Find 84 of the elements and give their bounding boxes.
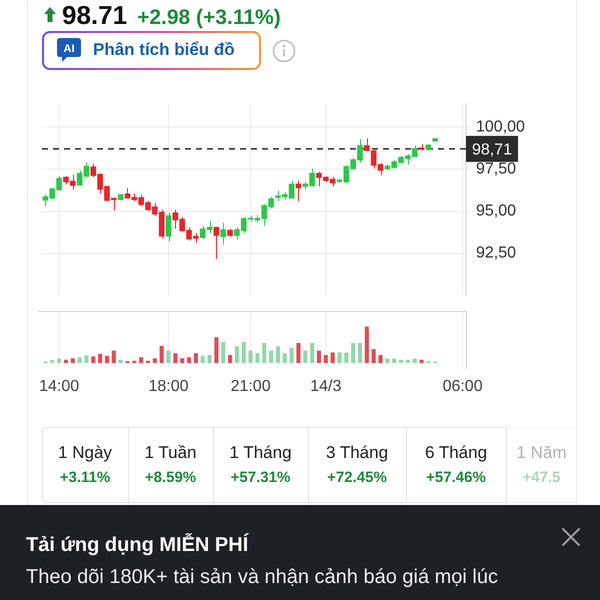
bar — [242, 342, 246, 363]
chart-subtitle: +2.98 (+3.11%) — [137, 6, 281, 30]
data-label: +57.46% — [426, 468, 486, 488]
bar — [173, 353, 178, 363]
bar — [104, 356, 110, 363]
bar — [152, 358, 157, 363]
bar — [282, 353, 287, 363]
bar — [372, 349, 376, 363]
y-tick-label: 92,50 — [476, 244, 516, 262]
bar — [364, 326, 369, 363]
x-tick-label: 21:00 — [230, 378, 271, 396]
data-label: +47.5 — [522, 468, 560, 488]
bar — [228, 355, 232, 363]
bar — [194, 353, 198, 363]
text: Theo dõi 180K+ tài sản và nhận cảnh báo giá mọi lúc — [26, 566, 498, 589]
bar — [255, 353, 260, 363]
x-tick-label: 14:00 — [39, 378, 80, 396]
candlestick — [296, 180, 302, 202]
chart-title: 98.71 — [62, 0, 128, 30]
bar — [64, 360, 68, 363]
bar — [78, 357, 82, 363]
bar — [398, 360, 404, 363]
bar — [385, 358, 390, 363]
data-label: +57.31% — [230, 468, 290, 488]
x-tick-label: 06:00 — [442, 378, 483, 396]
bar — [160, 346, 164, 363]
data-label: +3.11% — [60, 468, 110, 488]
bar — [406, 360, 410, 363]
bar — [303, 350, 308, 363]
bar — [57, 358, 62, 363]
category-label: 1 Ngày — [58, 442, 112, 464]
bar — [214, 337, 218, 363]
bar — [324, 355, 328, 363]
bar — [180, 358, 184, 363]
bar — [262, 343, 266, 363]
bar — [351, 343, 356, 363]
bar — [91, 356, 96, 363]
bar — [186, 357, 192, 363]
bar — [296, 343, 301, 363]
ref-line-label: 98,71 — [472, 141, 512, 158]
category-label: 1 Năm — [516, 442, 567, 464]
bar — [392, 358, 396, 363]
bar — [70, 358, 75, 363]
bar — [200, 356, 205, 363]
candlestick — [166, 212, 172, 242]
category-label: 1 Tuần — [144, 442, 196, 464]
bar — [358, 343, 362, 363]
category-label: 6 Tháng — [424, 442, 488, 464]
category-label: 3 Tháng — [326, 442, 388, 464]
bar — [207, 355, 212, 363]
bar — [248, 350, 253, 363]
bar — [118, 360, 123, 363]
bar — [112, 350, 116, 363]
bar — [234, 346, 239, 363]
bar — [330, 352, 335, 363]
y-tick-label: 100,00 — [476, 118, 526, 136]
chat-bubble-icon: AI — [57, 38, 81, 62]
y-tick-label: 95,00 — [476, 202, 516, 220]
bar — [98, 354, 102, 363]
bar — [337, 352, 342, 363]
bar — [412, 358, 417, 363]
text: Tải ứng dụng MIỄN PHÍ — [26, 534, 248, 557]
bar — [310, 343, 314, 363]
data-label: +72.45% — [327, 468, 387, 488]
bar — [419, 360, 424, 363]
data-label: +8.59% — [144, 468, 196, 488]
x-tick-label: 14/3 — [310, 378, 342, 396]
category-label: 1 Tháng — [229, 442, 292, 464]
candlestick — [220, 222, 226, 246]
text: Phân tích biểu đồ — [93, 40, 235, 60]
bar — [84, 355, 89, 363]
bar — [139, 357, 144, 363]
bar — [269, 350, 274, 363]
bar — [276, 346, 280, 363]
x-tick-label: 18:00 — [148, 378, 189, 396]
candlestick — [214, 226, 220, 260]
bar — [221, 342, 226, 363]
bar — [344, 352, 348, 363]
bar — [316, 350, 322, 363]
bar — [166, 350, 171, 363]
bar — [378, 355, 383, 363]
y-tick-label: 97,50 — [476, 160, 516, 178]
bar — [50, 360, 54, 363]
bar — [290, 348, 294, 363]
